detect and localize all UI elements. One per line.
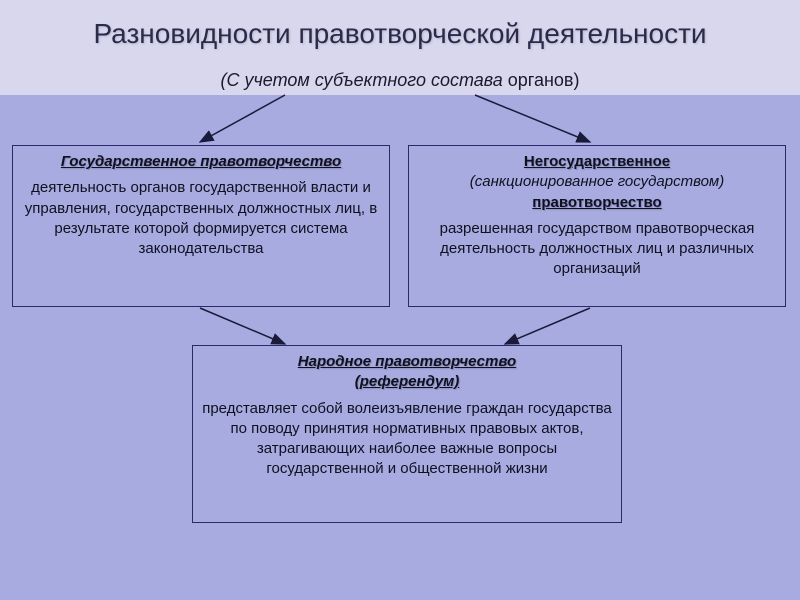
box-popular-lawmaking: Народное правотворчество (референдум) пр… xyxy=(192,345,622,523)
box-state-lawmaking: Государственное правотворчество деятельн… xyxy=(12,145,390,307)
box-right-body: разрешенная государством правотворческая… xyxy=(417,219,777,280)
box-right-heading2: правотворчество xyxy=(417,193,777,213)
box-left-body: деятельность органов государственной вла… xyxy=(21,178,381,259)
box-right-paren: (санкционированное государством) xyxy=(417,172,777,192)
box-left-heading: Государственное правотворчество xyxy=(21,152,381,172)
box-right-heading1: Негосударственное xyxy=(417,152,777,172)
box-nonstate-lawmaking: Негосударственное (санкционированное гос… xyxy=(408,145,786,307)
box-bottom-heading2: (референдум) xyxy=(201,372,613,392)
box-bottom-body: представляет собой волеизъявление гражда… xyxy=(201,399,613,480)
box-bottom-heading1: Народное правотворчество xyxy=(201,352,613,372)
slide: Разновидности правотворческой деятельнос… xyxy=(0,0,800,600)
